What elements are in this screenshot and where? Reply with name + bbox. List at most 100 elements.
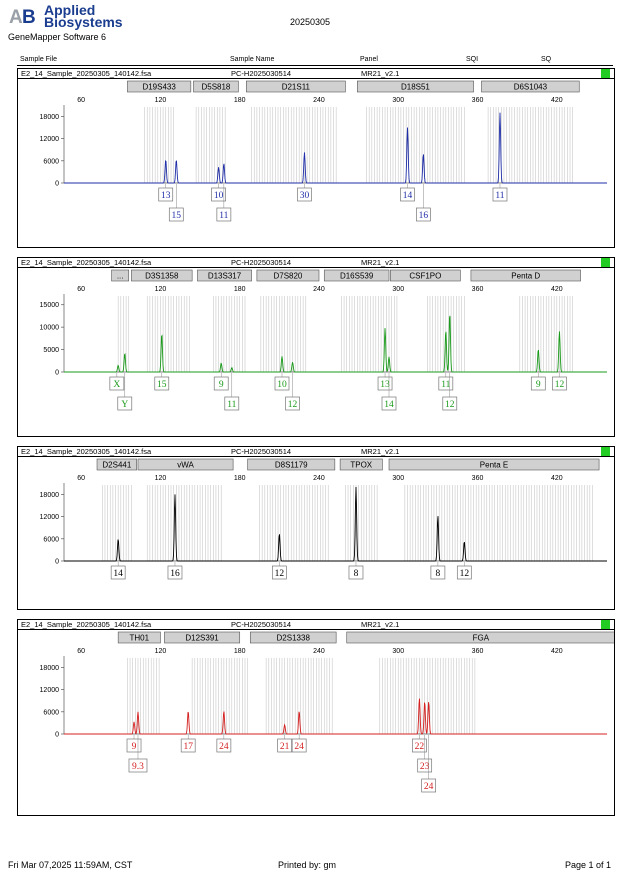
x-tick-label: 300: [392, 286, 404, 293]
allele-label: 14: [113, 569, 123, 579]
marker-box: [164, 631, 241, 644]
marker-box: [247, 458, 336, 471]
panel-name: MR21_v2.1: [361, 620, 400, 629]
marker-label: D5S818: [201, 83, 230, 92]
electropherogram-green: ... D3S1358 D13S317 D7S820 D16S539 CSF1PO Pent…: [40, 269, 607, 411]
allele-label: 13: [161, 191, 171, 201]
y-tick-label: 0: [55, 732, 59, 739]
brand-line1: Applied: [44, 2, 96, 18]
allele-box: [381, 396, 397, 411]
col-sample-file: Sample File: [20, 56, 57, 63]
sample-file: E2_14_Sample_20250305_140142.fsa: [21, 258, 152, 267]
allele-box: [348, 565, 364, 580]
marker-box: [193, 80, 239, 93]
panel-info-row: E2_14_Sample_20250305_140142.fsa PC-H202…: [18, 69, 614, 79]
marker-box: [117, 631, 161, 644]
x-tick-label: 300: [392, 475, 404, 482]
allele-box: [109, 376, 125, 391]
printed-by: Printed by: gm: [278, 860, 337, 870]
x-tick-label: 180: [234, 648, 246, 655]
x-tick-label: 180: [234, 475, 246, 482]
allele-label: 24: [219, 742, 229, 752]
allele-box: [400, 187, 415, 202]
panel-name: MR21_v2.1: [361, 258, 400, 267]
allele-box: [180, 738, 196, 753]
allele-label: 11: [441, 380, 450, 390]
marker-label: CSF1PO: [409, 272, 441, 281]
allele-label: 15: [172, 211, 182, 221]
allele-label: 23: [420, 762, 430, 772]
x-tick-label: 420: [551, 97, 563, 104]
allele-label: 17: [183, 742, 193, 752]
marker-label: D18S51: [401, 83, 430, 92]
marker-label: TPOX: [350, 461, 372, 470]
sample-name: PC-H2025030514: [231, 258, 292, 267]
x-tick-label: 120: [155, 648, 167, 655]
panel-info-row: E2_14_Sample_20250305_140142.fsa PC-H202…: [18, 258, 614, 268]
trace-line: [64, 698, 607, 735]
allele-box: [430, 565, 446, 580]
allele-label: 9: [536, 380, 541, 390]
allele-box: [530, 376, 546, 391]
x-tick-label: 240: [313, 286, 325, 293]
allele-label: 12: [445, 400, 455, 410]
allele-box: [213, 376, 229, 391]
x-tick-label: 360: [472, 648, 484, 655]
marker-box: [356, 80, 474, 93]
y-tick-label: 12000: [40, 136, 60, 143]
allele-label: 11: [495, 191, 504, 201]
trace-line: [64, 112, 607, 184]
x-tick-label: 60: [77, 286, 85, 293]
marker-label: D2S441: [102, 461, 131, 470]
allele-box: [297, 187, 312, 202]
marker-label: D8S1179: [275, 461, 308, 470]
allele-box: [224, 396, 240, 411]
marker-label: ...: [117, 272, 124, 281]
allele-label: 12: [555, 380, 565, 390]
panel-name: MR21_v2.1: [361, 69, 400, 78]
allele-label: 13: [380, 380, 390, 390]
allele-label: 30: [300, 191, 310, 201]
y-tick-label: 5000: [43, 347, 59, 354]
allele-label: 8: [436, 569, 441, 579]
allele-label: 8: [354, 569, 359, 579]
svg-text:A: A: [9, 7, 23, 26]
sample-name: PC-H2025030514: [231, 620, 292, 629]
x-tick-label: 420: [551, 286, 563, 293]
x-tick-label: 240: [313, 475, 325, 482]
allele-box: [492, 187, 508, 202]
marker-label: D12S391: [185, 634, 219, 643]
allele-box: [128, 758, 148, 773]
allele-label: 16: [170, 569, 180, 579]
marker-label: D13S317: [208, 272, 242, 281]
x-tick-label: 420: [551, 648, 563, 655]
y-tick-label: 6000: [43, 709, 59, 716]
y-tick-label: 0: [55, 559, 59, 566]
marker-box: [390, 269, 461, 282]
y-tick-label: 18000: [40, 492, 60, 499]
allele-label: 9: [219, 380, 224, 390]
page-number: Page 1 of 1: [565, 860, 612, 870]
allele-box: [211, 187, 226, 202]
marker-box: [346, 631, 614, 644]
marker-box: [197, 269, 252, 282]
x-tick-label: 360: [472, 286, 484, 293]
electropherogram-blue: D19S433 D5S818 D21S11 D18S51 D6S1043 60 120 180…: [40, 80, 607, 222]
x-tick-label: 300: [392, 97, 404, 104]
quality-flag: [601, 69, 610, 78]
x-tick-label: 360: [472, 97, 484, 104]
marker-box: [249, 631, 337, 644]
marker-label: Penta D: [511, 272, 540, 281]
allele-label: 12: [460, 569, 470, 579]
allele-box: [154, 376, 170, 391]
y-tick-label: 10000: [40, 325, 60, 332]
marker-label: D2S1338: [277, 634, 311, 643]
allele-box: [421, 778, 436, 793]
col-sqi: SQI: [466, 56, 479, 63]
x-tick-label: 120: [155, 475, 167, 482]
electropherogram-black: D2S441 vWA D8S1179 TPOX Penta E60 120 180 240 30…: [40, 458, 607, 580]
brand-line2: Biosystems: [44, 14, 123, 30]
allele-box: [412, 738, 427, 753]
y-tick-label: 6000: [43, 536, 59, 543]
